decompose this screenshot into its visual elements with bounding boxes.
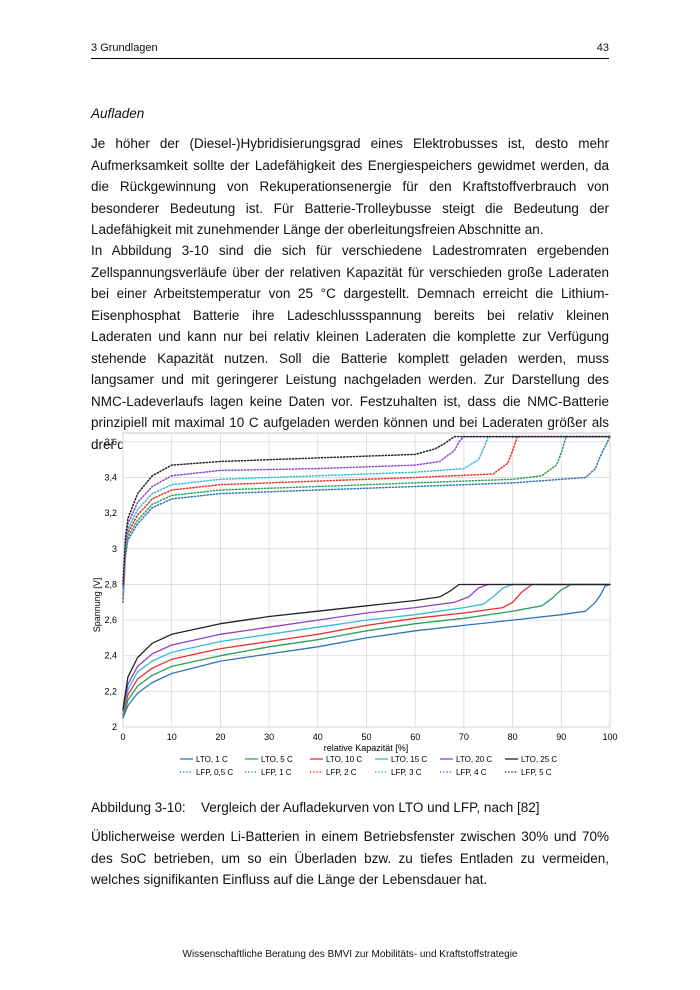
- chapter-title: 3 Grundlagen: [91, 42, 158, 54]
- figure-caption: Abbildung 3-10: Vergleich der Aufladekurv…: [91, 800, 539, 815]
- y-tick-label: 2,6: [104, 615, 117, 625]
- legend-label: LTO, 10 C: [326, 755, 362, 764]
- series-line: [122, 583, 611, 717]
- chart-grid: [122, 432, 611, 728]
- legend-label: LTO, 15 C: [391, 755, 427, 764]
- series-line: [122, 435, 611, 589]
- x-tick-label: 40: [313, 732, 323, 742]
- section-heading: Aufladen: [91, 106, 145, 121]
- y-tick-label: 3: [112, 544, 117, 554]
- series-line: [122, 435, 611, 600]
- y-axis-label: Spannung [V]: [92, 578, 102, 633]
- x-axis-label: relative Kapazität [%]: [324, 743, 409, 753]
- paragraph: Je höher der (Diesel-)Hybridisierungsgra…: [91, 136, 609, 237]
- series-line: [122, 435, 611, 604]
- series-line: [122, 583, 611, 710]
- chart-axes: 0 10 20 30 40 50 60 70 80 90 100 2 2,2 2,4 2,6 2,8 3 3,2 3…: [104, 437, 617, 742]
- y-tick-label: 3,2: [104, 508, 117, 518]
- legend-label: LTO, 1 C: [196, 755, 228, 764]
- legend-label: LTO, 20 C: [456, 755, 492, 764]
- chart-legend: LTO, 1 C LTO, 5 C LTO, 10 C LTO, 15 C LTO, 2…: [180, 755, 557, 777]
- y-tick-label: 3,4: [104, 473, 117, 483]
- x-tick-label: 100: [602, 732, 617, 742]
- legend-label: LTO, 5 C: [261, 755, 293, 764]
- series-line: [122, 583, 611, 712]
- x-tick-label: 20: [215, 732, 225, 742]
- page-footer: Wissenschaftliche Beratung des BMVI zur …: [182, 949, 518, 960]
- figure-caption-text: Vergleich der Aufladekurven von LTO und …: [201, 800, 540, 815]
- charging-curves-chart: 0 10 20 30 40 50 60 70 80 90 100 2 2,2 2,4 2,6 2,8 3 3,2 3…: [92, 432, 618, 777]
- legend-label: LFP, 5 C: [521, 768, 552, 777]
- x-tick-label: 90: [556, 732, 566, 742]
- legend-label: LFP, 2 C: [326, 768, 357, 777]
- y-tick-label: 3,6: [104, 437, 117, 447]
- y-tick-label: 2,4: [104, 651, 117, 661]
- series-line: [122, 435, 611, 596]
- legend-label: LFP, 0,5 C: [196, 768, 233, 777]
- x-tick-label: 50: [361, 732, 371, 742]
- series-line: [122, 583, 611, 714]
- x-tick-label: 70: [459, 732, 469, 742]
- x-tick-label: 30: [264, 732, 274, 742]
- y-tick-label: 2,2: [104, 686, 117, 696]
- page-number: 43: [596, 42, 609, 54]
- series-line: [122, 435, 611, 586]
- legend-label: LFP, 4 C: [456, 768, 487, 777]
- paragraph: In Abbildung 3-10 sind die sich für vers…: [91, 243, 609, 452]
- y-tick-label: 2,8: [104, 579, 117, 589]
- paragraph: Üblicherweise werden Li-Batterien in ein…: [91, 829, 609, 887]
- figure-number: Abbildung 3-10:: [91, 800, 186, 815]
- page-header: 3 Grundlagen 43: [91, 42, 609, 58]
- chart-series: [122, 435, 611, 719]
- legend-label: LFP, 3 C: [391, 768, 422, 777]
- series-line: [122, 435, 611, 593]
- x-tick-label: 60: [410, 732, 420, 742]
- header-rule: [91, 58, 609, 59]
- x-tick-label: 80: [508, 732, 518, 742]
- x-tick-label: 0: [120, 732, 125, 742]
- x-tick-label: 10: [167, 732, 177, 742]
- legend-label: LFP, 1 C: [261, 768, 292, 777]
- legend-label: LTO, 25 C: [521, 755, 557, 764]
- series-line: [122, 583, 611, 716]
- y-tick-label: 2: [112, 722, 117, 732]
- series-line: [122, 583, 611, 719]
